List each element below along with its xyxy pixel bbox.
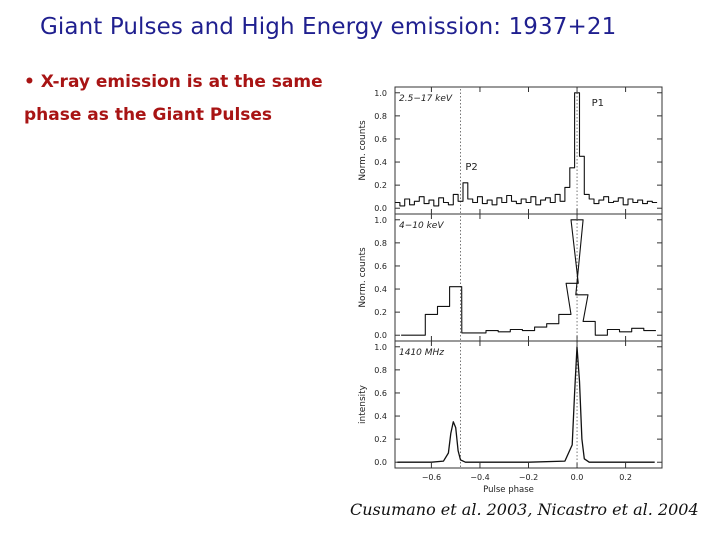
y-tick-label-2-0: 0.0 (374, 331, 387, 340)
series-line-3-0 (397, 346, 655, 463)
panel-frame-1 (394, 86, 663, 215)
pulse-profile-svg: 0.0 0.2 0.4 0.6 0.8 1.0 Norm. counts 2.5−17 keV… (358, 86, 663, 495)
peak-label-p2: P2 (465, 162, 477, 173)
x-tick-label-0: −0.6 (422, 473, 441, 482)
y-tick-label-3-2: 0.4 (374, 412, 387, 421)
panel-frame-2 (394, 213, 663, 342)
panel-label-1: 2.5−17 keV (399, 94, 453, 104)
y-tick-label-3-1: 0.2 (374, 435, 387, 444)
y-tick-label-1-4: 0.8 (374, 112, 387, 121)
citation: Cusumano et al. 2003, Nicastro et al. 20… (350, 500, 699, 519)
y-tick-label-3-0: 0.0 (374, 458, 387, 467)
y-tick-label-3-3: 0.6 (374, 389, 387, 398)
y-tick-label-1-2: 0.4 (374, 158, 387, 167)
y-tick-label-2-5: 1.0 (374, 216, 387, 225)
x-tick-label-2: −0.2 (519, 473, 538, 482)
x-tick-label-4: 0.2 (619, 473, 632, 482)
y-axis-label-2: Norm. counts (358, 247, 368, 308)
pulse-profile-figure: 0.0 0.2 0.4 0.6 0.8 1.0 Norm. counts 2.5−17 keV… (340, 82, 670, 502)
y-tick-label-1-0: 0.0 (374, 204, 387, 213)
y-tick-label-1-1: 0.2 (374, 181, 387, 190)
y-tick-label-3-5: 1.0 (374, 343, 387, 352)
y-tick-label-3-4: 0.8 (374, 366, 387, 375)
y-tick-label-1-3: 0.6 (374, 135, 387, 144)
y-tick-label-2-2: 0.4 (374, 285, 387, 294)
series-line-2-0 (401, 219, 656, 336)
bullet-text: • X-ray emission is at the same phase as… (24, 72, 323, 125)
x-tick-label-1: −0.4 (470, 473, 489, 482)
panel-label-2: 4−10 keV (399, 221, 444, 231)
x-tick-label-3: 0.0 (571, 473, 584, 482)
x-axis-label: Pulse phase (483, 485, 534, 495)
y-tick-label-2-3: 0.6 (374, 262, 387, 271)
series-line-1-0 (395, 92, 658, 207)
y-axis-label-1: Norm. counts (358, 120, 368, 181)
panel-frame-3 (394, 340, 663, 469)
panel-label-3: 1410 MHz (399, 348, 444, 358)
slide-title: Giant Pulses and High Energy emission: 1… (40, 14, 617, 40)
peak-label-p1: P1 (592, 98, 604, 109)
y-axis-label-3: intensity (358, 384, 368, 424)
y-tick-label-1-5: 1.0 (374, 89, 387, 98)
y-tick-label-2-4: 0.8 (374, 239, 387, 248)
y-tick-label-2-1: 0.2 (374, 308, 387, 317)
